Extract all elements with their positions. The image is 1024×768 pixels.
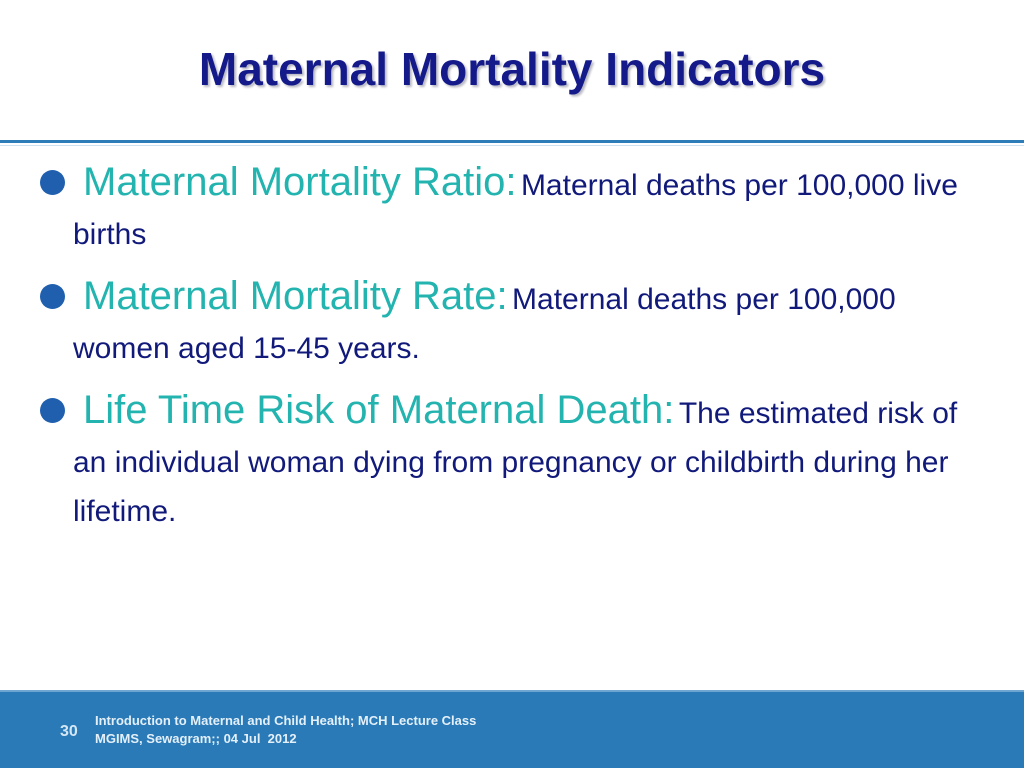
footer-text: Introduction to Maternal and Child Healt… (95, 712, 476, 748)
bullet-list: Maternal Mortality Ratio: Maternal death… (40, 160, 970, 551)
bullet-term: Maternal Mortality Rate: (83, 274, 508, 318)
bullet-item-rate: Maternal Mortality Rate: Maternal deaths… (40, 274, 970, 376)
footer-line-course: Introduction to Maternal and Child Healt… (95, 713, 477, 728)
title-divider-shadow (0, 145, 1024, 146)
bullet-term: Maternal Mortality Ratio: (83, 160, 517, 204)
footer-line-institution-date: MGIMS, Sewagram;; 04 Jul 2012 (95, 731, 297, 746)
bullet-dot-icon (40, 284, 65, 309)
page-number: 30 (60, 723, 78, 740)
bullet-definition: Maternal deaths per 100,000 live births (73, 169, 958, 251)
bullet-definition: The estimated risk of an individual woma… (73, 397, 958, 528)
bullet-item-ratio: Maternal Mortality Ratio: Maternal death… (40, 160, 970, 262)
bullet-dot-icon (40, 170, 65, 195)
footer-bar: 30 Introduction to Maternal and Child He… (0, 690, 1024, 768)
bullet-dot-icon (40, 398, 65, 423)
bullet-term: Life Time Risk of Maternal Death: (83, 388, 675, 432)
slide-title: Maternal Mortality Indicators (198, 43, 826, 95)
title-divider (0, 140, 1024, 143)
bullet-definition: Maternal deaths per 100,000 women aged 1… (73, 283, 896, 365)
bullet-item-lifetime-risk: Life Time Risk of Maternal Death: The es… (40, 388, 970, 539)
